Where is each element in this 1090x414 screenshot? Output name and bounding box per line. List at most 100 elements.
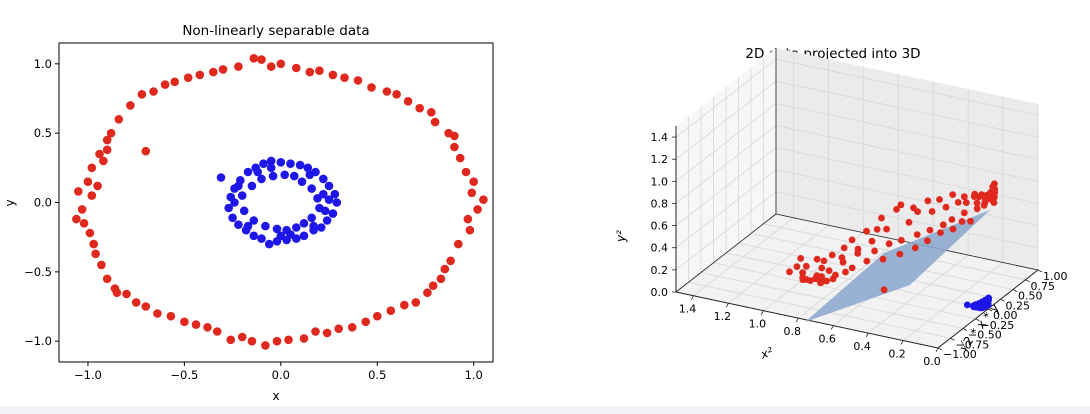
y-tick-label: 0.00	[993, 309, 1018, 322]
data-point	[818, 264, 826, 272]
data-point	[332, 198, 342, 207]
data-point	[292, 63, 301, 73]
data-point	[967, 217, 974, 225]
data-point	[428, 281, 438, 291]
data-point	[828, 251, 836, 259]
data-point	[454, 239, 463, 249]
data-point	[840, 244, 848, 252]
data-point	[949, 191, 957, 199]
data-point	[382, 87, 392, 96]
bottom-bar	[0, 406, 1090, 414]
x-tick-mark	[935, 347, 939, 353]
data-point	[272, 336, 282, 346]
data-point	[962, 199, 970, 207]
data-point	[807, 277, 814, 284]
data-point	[195, 70, 205, 80]
data-point	[249, 54, 259, 63]
x-tick-label: −0.5	[170, 368, 198, 382]
data-point	[839, 258, 847, 266]
data-point	[311, 327, 320, 336]
data-point	[243, 167, 253, 177]
x-axis-ticks: −1.0 −0.5 0.0 0.5 1.0	[74, 362, 483, 382]
data-point	[479, 195, 488, 204]
data-point	[74, 187, 83, 196]
data-point	[319, 189, 328, 199]
data-point	[266, 163, 276, 173]
x-tick-label: 1.0	[749, 318, 767, 331]
y-tick-label: −1.0	[24, 334, 52, 348]
data-point	[386, 306, 396, 316]
data-point	[465, 225, 475, 235]
data-point	[863, 227, 870, 235]
data-point	[203, 323, 212, 332]
x-tick-mark	[726, 303, 729, 308]
data-point	[284, 335, 293, 345]
grid-line	[675, 58, 777, 138]
data-point	[295, 160, 305, 170]
data-point	[373, 311, 382, 321]
data-point	[259, 159, 268, 168]
y-tick-label: −0.5	[24, 265, 52, 279]
data-point	[112, 288, 122, 298]
data-point	[403, 97, 413, 106]
data-point	[963, 301, 971, 309]
data-point	[793, 263, 801, 270]
x-axis-label: x²	[758, 345, 775, 362]
y-tick-label: −1.00	[943, 348, 977, 361]
data-point	[85, 228, 95, 238]
chart-2d-scatter: Non-linearly separable data −1.0 −0.5 0.0 0…	[3, 23, 494, 403]
data-point	[873, 226, 881, 233]
data-point	[315, 66, 324, 75]
data-point	[361, 317, 371, 327]
y-tick-mark	[950, 337, 955, 341]
plane-surface	[805, 210, 990, 322]
data-point	[153, 309, 162, 318]
data-point	[939, 221, 947, 229]
data-point	[166, 311, 176, 321]
data-point	[322, 216, 332, 225]
data-point	[330, 189, 340, 199]
data-point	[141, 146, 151, 156]
chart-title: Non-linearly separable data	[182, 23, 369, 39]
data-point	[324, 195, 334, 204]
data-point	[160, 80, 170, 89]
y-tick-label: 1.00	[1043, 270, 1068, 283]
data-point	[848, 264, 856, 272]
x-tick-label: 0.2	[888, 348, 906, 361]
grid-line	[775, 102, 1039, 160]
data-point	[290, 171, 299, 181]
data-point	[99, 156, 108, 166]
data-point	[286, 159, 295, 168]
data-point	[324, 181, 334, 191]
data-point	[237, 332, 247, 342]
data-point	[461, 167, 471, 177]
data-point	[257, 55, 266, 64]
data-point	[924, 197, 932, 205]
data-point	[97, 260, 106, 270]
data-point	[224, 203, 233, 213]
data-point	[299, 231, 309, 241]
x-axis-ticks: 1.4 1.2 1.0 0.8 0.6 0.4 0.2 0.0	[679, 295, 941, 368]
x-tick-mark	[900, 340, 904, 345]
data-point	[799, 269, 807, 277]
data-point	[896, 250, 904, 258]
data-point	[261, 221, 270, 231]
data-point	[799, 276, 807, 284]
data-point	[183, 73, 193, 82]
data-point	[83, 177, 93, 186]
z-axis-label: y²	[614, 230, 628, 243]
data-points-layer	[786, 180, 999, 312]
data-point	[322, 328, 332, 338]
data-point	[823, 277, 830, 285]
data-point	[984, 299, 992, 306]
data-point	[813, 255, 821, 263]
data-point	[469, 177, 479, 186]
data-point	[234, 62, 243, 71]
data-point	[249, 216, 259, 225]
x-tick-mark	[760, 310, 764, 315]
data-point	[276, 231, 286, 241]
data-point	[879, 255, 887, 263]
data-point	[848, 236, 856, 244]
z-tick-label: 1.2	[651, 153, 669, 166]
